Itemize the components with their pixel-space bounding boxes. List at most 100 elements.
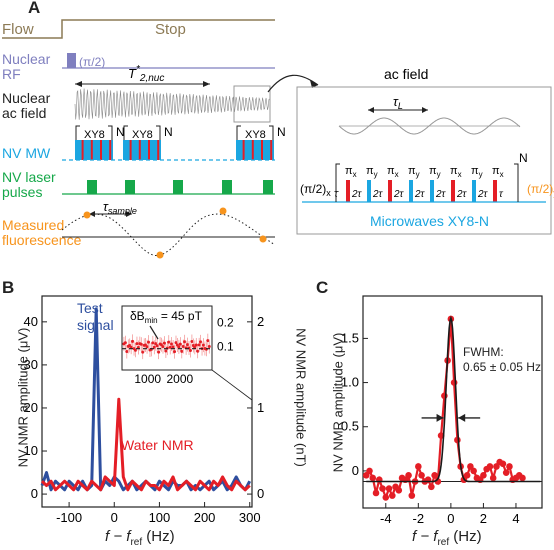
b-inset-point (135, 342, 139, 346)
c-data-point (454, 436, 461, 444)
seq-pulse (367, 180, 371, 202)
seq-pulse (388, 180, 392, 202)
c-fit-line (366, 315, 541, 483)
mw-stripe (81, 140, 84, 160)
seq-pi2x: (π/2)x (300, 182, 331, 198)
c-ytick-label: 1.5 (341, 330, 359, 345)
c-data-point (395, 487, 403, 494)
b-inset-point (177, 345, 181, 349)
inset-a-title: ac field (384, 66, 428, 82)
mw-stripe (143, 140, 146, 160)
c-data-point (470, 467, 477, 475)
seq-pulse (493, 180, 497, 202)
b-inset-pointer (211, 369, 253, 401)
xy8-block-3 (236, 140, 274, 160)
b-inset-point (173, 350, 177, 354)
c-xtick-label: 4 (512, 511, 519, 526)
c-fwhm-arrowhead-right (458, 413, 466, 422)
b-series-water-nmr (40, 397, 251, 492)
c-data-point (519, 474, 526, 482)
fluor-point-3 (219, 207, 227, 215)
xy8-label-1: XY8 (84, 129, 105, 141)
b-inset-point (181, 345, 185, 349)
b-ytick-right-label: 2 (257, 314, 264, 329)
seq-gap-label: τ (499, 189, 504, 200)
laser-pulse-4 (222, 180, 232, 194)
c-data-point (450, 379, 458, 386)
c-xtick-label: 0 (447, 511, 454, 526)
c-xtick-label: 2 (480, 511, 487, 526)
mw-stripe (125, 140, 127, 160)
mw-stripe (152, 140, 155, 160)
seq-pulse-label: πy (408, 165, 420, 179)
b-inset-point (199, 340, 203, 344)
row-label-fluorescence: Measured fluorescence (2, 217, 82, 248)
row-label-nuclear-rf: Nuclear RF (2, 51, 51, 82)
mw-stripe (90, 140, 93, 160)
b-ytick-right-label: 1 (257, 400, 264, 415)
nuclear-ac-wave (74, 88, 270, 120)
seq-gap-label: 2τ (372, 189, 384, 200)
c-ytick-label: 0.5 (341, 419, 359, 434)
xy8-label-2: XY8 (132, 129, 153, 141)
c-data-point (489, 474, 497, 482)
mw-stripe (86, 140, 89, 160)
fluor-point-2 (156, 251, 164, 259)
b-inset-point (196, 349, 200, 353)
c-fwhm-arrowhead-left (436, 413, 444, 422)
c-data-point (372, 489, 380, 497)
b-inset-point (155, 344, 159, 348)
flow-stop-line (2, 19, 275, 39)
b-ytick-label: 10 (24, 443, 38, 458)
c-data-point (486, 463, 494, 470)
panel-a-label: A (28, 0, 41, 17)
seq-gap-label: 2τ (393, 189, 405, 200)
laser-pulse-2 (125, 180, 135, 194)
mw-stripe (129, 140, 132, 160)
seq-gap-label: 2τ (351, 189, 363, 200)
b-inset-point (190, 339, 194, 343)
b-inset-point (206, 339, 210, 343)
xy8-label-3: XY8 (245, 129, 266, 141)
seq-pulse (451, 180, 455, 202)
seq-gap-label: 2τ (414, 189, 426, 200)
t2-label: T*2,nuc (128, 64, 164, 84)
tau-sample-label: τsample (103, 199, 137, 216)
zoom-arrow (267, 74, 319, 93)
b-ytick-label: 40 (24, 314, 38, 329)
mw-stripe (95, 140, 98, 160)
b-inset-point (131, 339, 135, 343)
seq-pulse-label: πx (492, 165, 504, 179)
seq-pulse (409, 180, 413, 202)
laser-pulse-3 (173, 180, 183, 194)
b-inset-point (157, 350, 161, 354)
b-inset-xtick-label: 2000 (167, 372, 194, 386)
b-xtick-label: 100 (149, 510, 171, 525)
b-inset-point (207, 345, 211, 349)
c-data-point (382, 494, 390, 501)
c-ylabel: NV NMR amplitude (μV) (330, 332, 346, 473)
b-xlabel: f − fref (Hz) (105, 528, 175, 548)
b-inset-point (151, 341, 155, 345)
b-ytick-label: 0 (31, 486, 38, 501)
b-inset-point (178, 342, 182, 346)
c-data-point (405, 472, 412, 479)
xy8-n-2: N (164, 125, 173, 139)
xy8-block-1 (75, 140, 113, 160)
b-inset-point (145, 345, 149, 349)
c-ytick-label: 0 (352, 463, 359, 478)
seq-gap-label: 2τ (435, 189, 447, 200)
b-inset-point (183, 340, 187, 344)
b-legend-water: Water NMR (121, 437, 194, 453)
c-data-point (408, 492, 416, 499)
panel-c-label: C (316, 278, 329, 297)
tau-l-label: τL (393, 94, 403, 111)
mw-stripe (242, 140, 245, 160)
row-label-nv-mw: NV MW (2, 145, 51, 161)
b-inset-point (171, 345, 175, 349)
b-ytick-right-label: 0 (257, 486, 264, 501)
c-xtick-label: -4 (380, 511, 392, 526)
c-data-point (502, 469, 510, 476)
xy8-n-3: N (277, 125, 286, 139)
